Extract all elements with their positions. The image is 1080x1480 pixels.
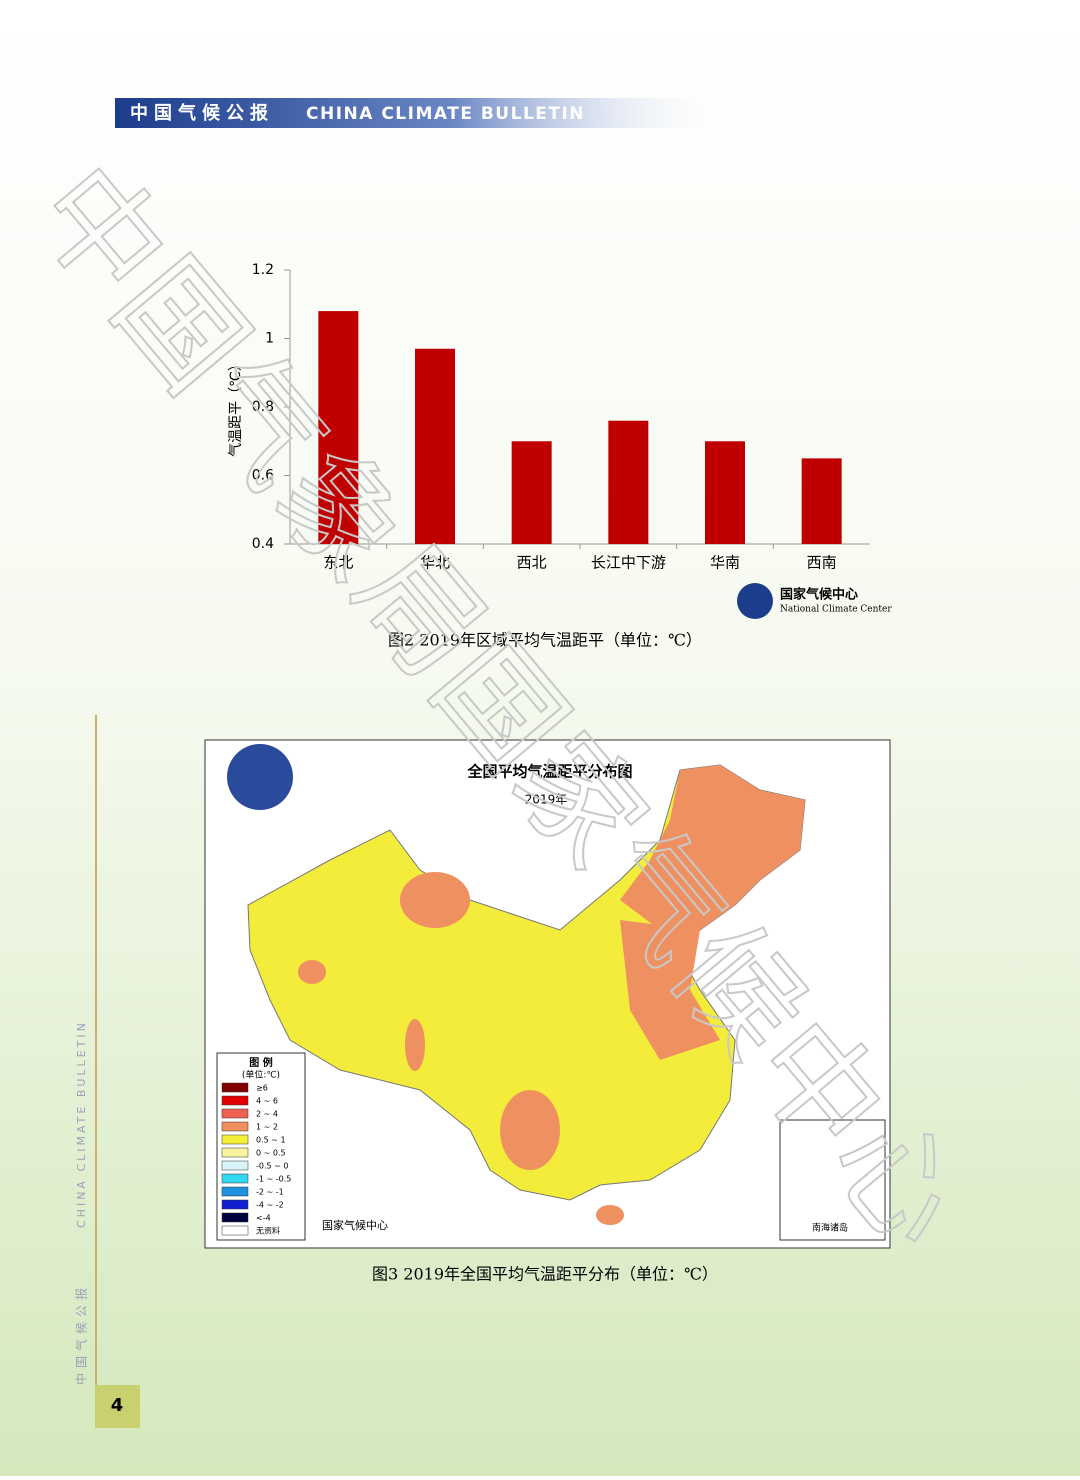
x-tick-label: 华北: [420, 554, 450, 572]
y-tick-label: 0.4: [252, 536, 274, 552]
x-tick-label: 东北: [323, 554, 353, 572]
legend-swatch: [221, 1212, 249, 1223]
bar: [801, 458, 842, 544]
map-source: 国家气候中心: [322, 1218, 388, 1232]
caption: 图2 2019年区域平均气温距平（单位：℃）: [388, 631, 702, 650]
legend-swatch: [221, 1095, 249, 1106]
legend-label: 4 ~ 6: [256, 1097, 278, 1106]
map-subtitle: 2019年: [525, 793, 568, 807]
legend-swatch: [221, 1173, 249, 1184]
legend-label: -0.5 ~ 0: [256, 1162, 289, 1171]
y-tick-label: 0.6: [252, 468, 274, 484]
header-title-cn: 中国气候公报: [130, 102, 274, 124]
side-title-cn: 中国气候公报: [74, 1283, 89, 1385]
legend-label: 2 ~ 4: [256, 1110, 278, 1119]
header-title-en: CHINA CLIMATE BULLETIN: [306, 104, 585, 124]
legend-label: -1 ~ -0.5: [256, 1175, 291, 1184]
tibet-area: [405, 1019, 425, 1071]
legend-label: -4 ~ -2: [256, 1201, 284, 1210]
legend-title: 图 例: [249, 1056, 272, 1069]
legend-unit: (单位:℃): [242, 1069, 280, 1081]
legend-label: ≥6: [256, 1084, 268, 1093]
legend-label: 0.5 ~ 1: [256, 1136, 286, 1145]
y-tick-label: 0.8: [252, 399, 274, 415]
north-area: [620, 920, 720, 1060]
bar: [705, 441, 745, 544]
page-number: 4: [111, 1395, 124, 1416]
x-tick-label: 西北: [517, 554, 547, 572]
legend-label: -2 ~ -1: [256, 1188, 284, 1197]
legend-swatch: [221, 1199, 249, 1210]
y-axis-label: 气温距平（℃）: [228, 357, 244, 457]
legend-box: [216, 1052, 306, 1241]
legend-swatch: [221, 1186, 249, 1197]
logo-en: National Climate Center: [780, 605, 892, 615]
x-tick-label: 华南: [710, 554, 740, 572]
map-figure: 全国平均气温距平分布图 2019年 国家气候中心 南海诸岛 图 例 (单位:℃)…: [204, 739, 891, 1249]
page-number-box: [95, 1385, 140, 1428]
legend-swatch: [221, 1121, 249, 1132]
header-bar: [115, 98, 730, 128]
y-tick-label: 1: [265, 331, 274, 347]
northeast-area: [620, 765, 805, 930]
bar: [608, 420, 649, 544]
legend-swatch: [221, 1225, 249, 1236]
legend-swatch: [221, 1082, 249, 1093]
x-tick-label: 西南: [807, 554, 837, 572]
legend-label: 1 ~ 2: [256, 1123, 278, 1132]
bar: [318, 311, 359, 544]
legend-label: <-4: [256, 1214, 271, 1223]
hainan-area: [596, 1205, 624, 1225]
legend-swatch: [221, 1160, 249, 1171]
legend-swatch: [221, 1134, 249, 1145]
y-tick-label: 1.2: [252, 262, 274, 278]
southwest-area: [500, 1090, 560, 1170]
logo-cn: 国家气候中心: [780, 587, 858, 603]
legend-label: 0 ~ 0.5: [256, 1149, 286, 1158]
bar-chart: 气温距平（℃） 国家气候中心 National Climate Center 0…: [228, 262, 892, 619]
side-title-en: CHINA CLIMATE BULLETIN: [75, 1020, 88, 1228]
x-tick-label: 长江中下游: [591, 554, 666, 572]
inset-label: 南海诸岛: [812, 1222, 848, 1234]
legend-label: 无资料: [256, 1226, 280, 1236]
warm-areas: [298, 765, 805, 1225]
bar: [415, 348, 455, 544]
logo-icon: [737, 583, 773, 619]
caption: 图3 2019年全国平均气温距平分布（单位：℃）: [372, 1265, 718, 1284]
map-logo: [227, 744, 293, 810]
inset-frame: [779, 1119, 886, 1241]
legend-swatch: [221, 1108, 249, 1119]
legend-swatch: [221, 1147, 249, 1158]
map-title: 全国平均气温距平分布图: [466, 763, 632, 781]
bar: [511, 441, 552, 544]
west-area: [298, 960, 326, 984]
xinjiang-area: [400, 872, 470, 928]
